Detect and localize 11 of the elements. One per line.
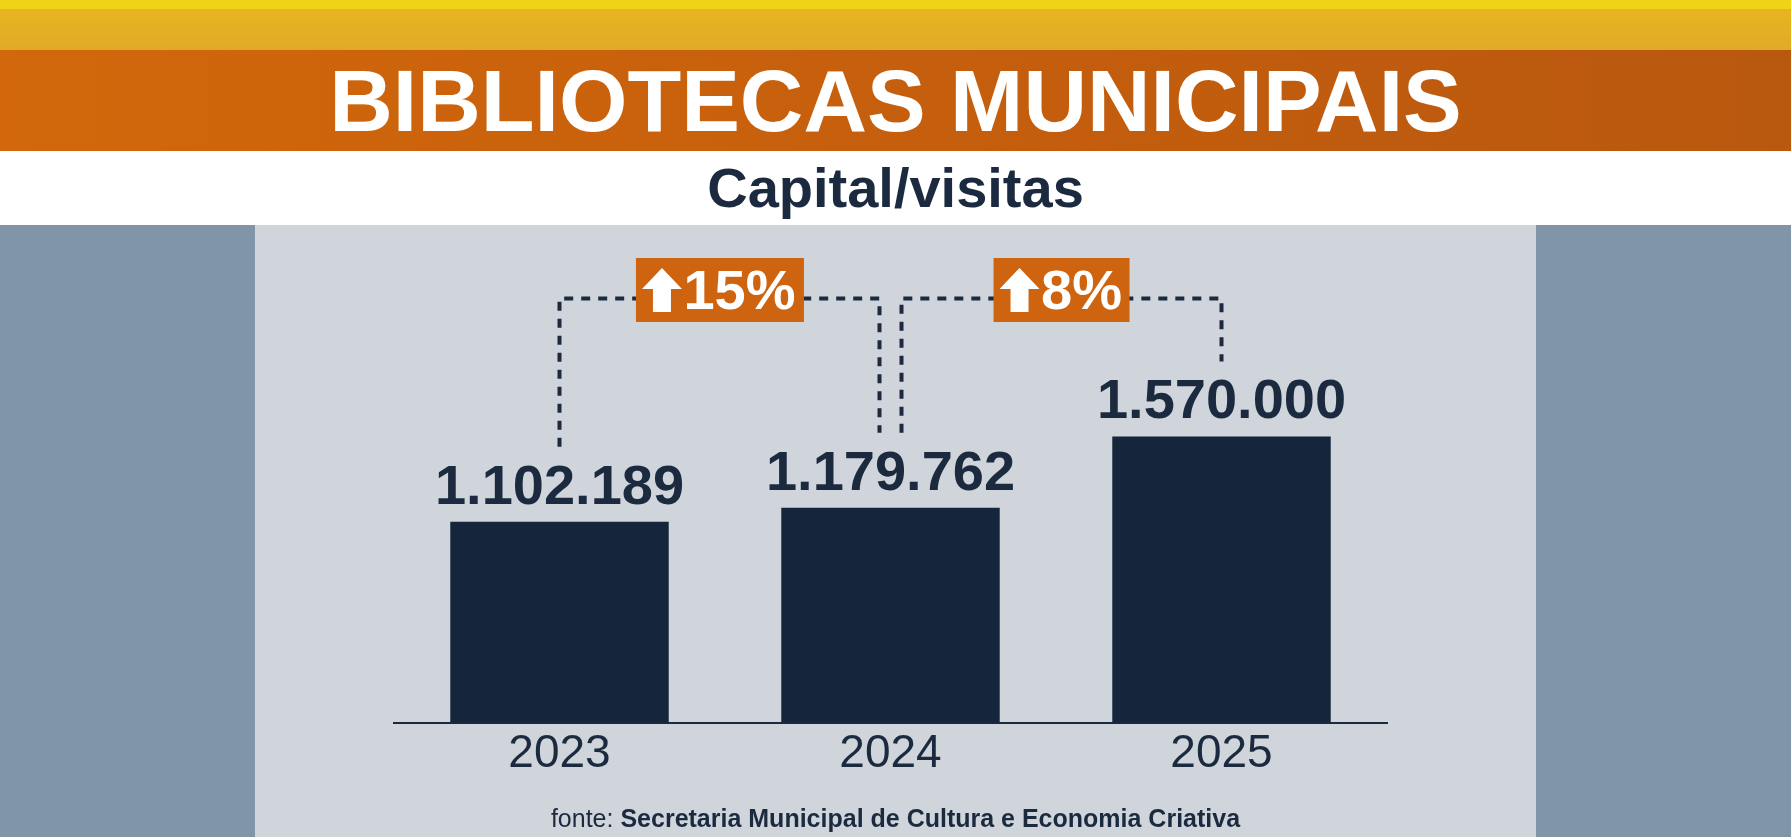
source-note: fonte: Secretaria Municipal de Cultura e Economia Criativa — [550, 804, 1241, 832]
x-tick-label: 2024 — [839, 725, 942, 778]
chart-title: BIBLIOTECAS MUNICIPAIS — [329, 50, 1462, 150]
data-label: 1.570.000 — [1096, 367, 1347, 431]
data-label: 1.102.189 — [434, 452, 685, 516]
x-tick-label: 2025 — [1170, 725, 1273, 778]
badge: 8% — [993, 258, 1130, 323]
x-tick-label: 2023 — [508, 725, 611, 778]
badge: 15% — [635, 258, 804, 323]
data-label: 1.179.762 — [765, 438, 1016, 502]
chart-subtitle: Capital/visitas — [707, 156, 1084, 219]
